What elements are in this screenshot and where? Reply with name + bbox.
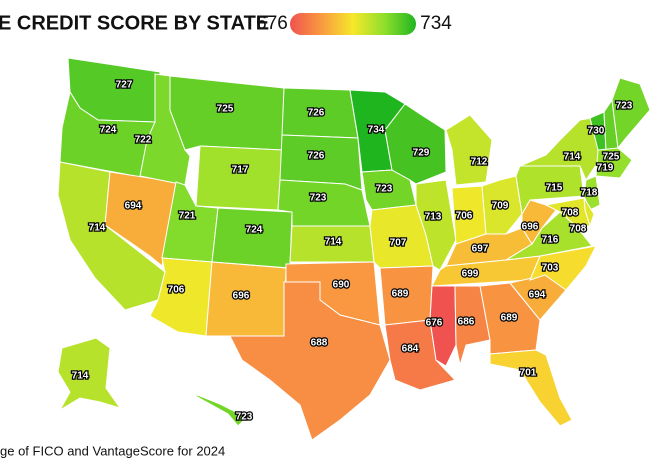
state-label: 708 (570, 224, 587, 235)
footnote: ge of FICO and VantageScore for 2024 (0, 443, 225, 458)
state-label: 714 (564, 152, 581, 163)
state-label: 689 (392, 289, 409, 300)
state-label: 725 (603, 152, 620, 163)
state (583, 175, 601, 211)
state-label: 694 (529, 290, 546, 301)
state-label: 713 (425, 212, 442, 223)
state (415, 179, 457, 271)
state-label: 699 (462, 269, 479, 280)
state-label: 718 (581, 188, 598, 199)
state-label: 694 (125, 201, 142, 212)
state-label: 712 (471, 157, 488, 168)
state-label: 690 (333, 280, 350, 291)
state-label: 734 (368, 125, 385, 136)
state-label: 723 (616, 101, 633, 112)
title: E CREDIT SCORE BY STATE (0, 12, 269, 34)
state-label: 726 (308, 108, 325, 119)
state (211, 207, 293, 269)
state-label: 686 (458, 317, 475, 328)
state-label: 727 (116, 80, 133, 91)
state-label: 696 (522, 222, 539, 233)
state-label: 724 (246, 225, 263, 236)
state-label: 723 (236, 412, 253, 423)
state-label: 706 (168, 285, 185, 296)
state (489, 349, 573, 427)
states (57, 57, 651, 441)
state-label: 706 (456, 211, 473, 222)
state-label: 723 (376, 184, 393, 195)
legend-min: 676 (256, 13, 288, 34)
state (521, 199, 557, 245)
state-label: 729 (413, 148, 430, 159)
state (595, 147, 633, 179)
state (229, 281, 391, 441)
state-label: 721 (179, 211, 196, 222)
state-label: 719 (597, 163, 614, 174)
state-label: 707 (390, 238, 407, 249)
state-label: 730 (588, 126, 605, 137)
state (57, 337, 122, 412)
state-label: 703 (542, 263, 559, 274)
state-label: 724 (100, 125, 117, 136)
state-label: 701 (520, 368, 537, 379)
state-label: 716 (542, 235, 559, 246)
state-label: 722 (135, 135, 152, 146)
state (544, 197, 591, 227)
state-label: 723 (310, 193, 327, 204)
state (191, 393, 247, 427)
state-label: 714 (325, 237, 342, 248)
state-label: 676 (426, 318, 443, 329)
legend-max: 734 (420, 13, 452, 34)
state (611, 77, 651, 150)
state-label: 714 (89, 223, 106, 234)
state-label: 715 (546, 183, 563, 194)
legend-bar (290, 13, 416, 35)
state-label: 726 (308, 151, 325, 162)
state-label: 709 (492, 201, 509, 212)
labels: 727 724 714 694 722 725 717 721 706 724 696 726 726 7… (70, 78, 634, 424)
state-label: 717 (232, 165, 249, 176)
state-label: 688 (311, 338, 328, 349)
state (384, 103, 447, 185)
state-label: 714 (72, 371, 89, 382)
state-label: 696 (233, 291, 250, 302)
state-label: 684 (402, 344, 419, 355)
state-label: 708 (562, 208, 579, 219)
state-label: 697 (472, 244, 489, 255)
state-label: 725 (217, 104, 234, 115)
state (445, 114, 493, 186)
state-label: 689 (501, 313, 518, 324)
state (195, 145, 283, 211)
